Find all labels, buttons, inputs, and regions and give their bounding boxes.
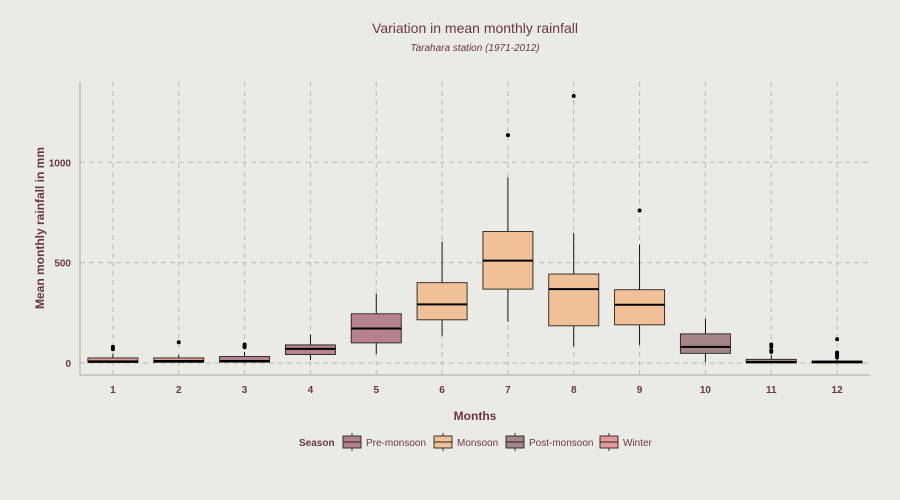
y-tick-label: 1000 [49, 158, 72, 169]
box-month-5 [350, 293, 402, 354]
x-tick-label: 4 [308, 385, 314, 396]
box-month-9 [614, 208, 666, 345]
x-tick-label: 10 [700, 385, 712, 396]
box-iqr [679, 333, 731, 354]
outlier-point [835, 350, 840, 355]
chart-subtitle: Tarahara station (1971-2012) [410, 43, 539, 54]
outlier-point [637, 208, 642, 213]
outlier-point [769, 348, 774, 353]
outlier-point [571, 94, 576, 99]
x-tick-label: 1 [110, 385, 116, 396]
x-tick-label: 3 [242, 385, 248, 396]
box-month-3 [219, 342, 271, 363]
x-tick-label: 9 [637, 385, 643, 396]
box-month-1 [87, 344, 139, 364]
box-month-12 [811, 337, 863, 364]
outlier-point [176, 340, 181, 345]
x-tick-label: 8 [571, 385, 577, 396]
box-month-7 [482, 133, 534, 322]
legend-title: Season [299, 438, 335, 449]
box-month-11 [745, 342, 797, 364]
box-iqr [416, 282, 468, 321]
x-tick-label: 6 [439, 385, 445, 396]
x-tick-label: 5 [373, 385, 379, 396]
box-month-10 [679, 318, 731, 362]
outlier-point [110, 344, 115, 349]
legend-item-monsoon: Monsoon [433, 433, 498, 451]
legend-item-pre-monsoon: Pre-monsoon [342, 433, 426, 451]
outlier-point [769, 342, 774, 347]
legend-item-winter: Winter [599, 433, 653, 451]
box-iqr [548, 273, 600, 327]
y-axis-label: Mean monthly rainfall in mm [33, 147, 47, 309]
x-tick-label: 11 [766, 385, 777, 396]
box-month-8 [548, 94, 600, 347]
x-axis-label: Months [454, 409, 497, 423]
box-month-4 [284, 334, 336, 360]
box-iqr [219, 356, 271, 363]
legend-label: Pre-monsoon [366, 438, 426, 449]
legend-label: Winter [623, 438, 653, 449]
x-tick-label: 2 [176, 385, 182, 396]
y-tick-label: 0 [65, 359, 71, 370]
x-tick-label: 12 [832, 385, 844, 396]
chart-title: Variation in mean monthly rainfall [372, 20, 578, 36]
legend-label: Post-monsoon [529, 438, 593, 449]
outlier-point [835, 337, 840, 342]
box-month-2 [153, 340, 205, 363]
box-iqr [87, 357, 139, 364]
legend-item-post-monsoon: Post-monsoon [505, 433, 593, 451]
outlier-point [242, 342, 247, 347]
box-month-6 [416, 241, 468, 336]
box-iqr [614, 289, 666, 326]
x-tick-label: 7 [505, 385, 511, 396]
legend-label: Monsoon [457, 438, 498, 449]
y-tick-label: 500 [54, 259, 71, 270]
legend: Season Pre-monsoon Monsoon Post-monsoon Wint… [299, 433, 653, 451]
outlier-point [505, 133, 510, 138]
